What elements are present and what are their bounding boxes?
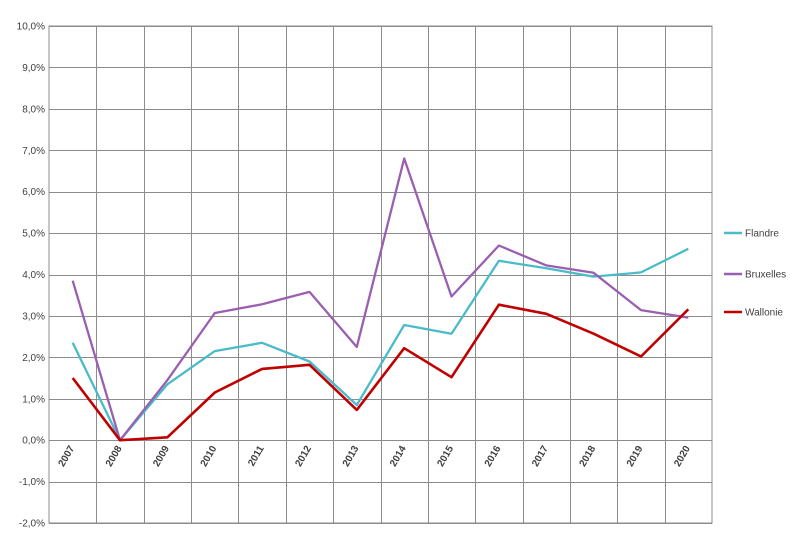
y-tick-label: -2,0% (19, 519, 45, 530)
x-tick-label: 2012 (293, 444, 314, 469)
y-tick-label: 4,0% (22, 270, 45, 281)
series-line-flandre (71, 247, 689, 442)
x-tick-label: 2007 (57, 444, 78, 469)
x-tick-label: 2017 (530, 444, 551, 469)
y-tick-label: 9,0% (22, 63, 45, 74)
x-tick-label: 2008 (104, 444, 125, 469)
y-tick-label: -1,0% (19, 477, 45, 488)
y-tick-label: 0,0% (22, 436, 45, 447)
x-tick-label: 2019 (625, 444, 646, 469)
x-tick-label: 2011 (246, 444, 267, 469)
y-tick-label: 10,0% (17, 22, 45, 33)
grid (48, 25, 713, 524)
y-tick-label: 7,0% (22, 146, 45, 157)
y-tick-label: 6,0% (22, 187, 45, 198)
y-tick-label: 3,0% (22, 311, 45, 322)
legend: Flandre Bruxelles Wallonie (724, 229, 786, 319)
y-tick-label: 2,0% (22, 353, 45, 364)
x-tick-label: 2015 (435, 444, 456, 469)
y-tick-label: 5,0% (22, 229, 45, 240)
y-tick-label: 1,0% (22, 394, 45, 405)
x-tick-label: 2018 (578, 444, 599, 469)
x-tick-label: 2014 (388, 444, 409, 469)
x-axis-tick-labels: 2007 2008 2009 2010 2011 2012 2013 2014 2015 2016… (57, 444, 694, 469)
legend-label-wallonie: Wallonie (745, 308, 783, 319)
series-lines (71, 157, 690, 442)
legend-label-flandre: Flandre (745, 229, 779, 240)
x-tick-label: 2020 (672, 444, 693, 469)
x-tick-label: 2010 (199, 444, 220, 469)
y-axis-tick-labels: 10,0% 9,0% 8,0% 7,0% 6,0% 5,0% 4,0% 3,0% 2,0% 1,0… (17, 22, 45, 530)
x-tick-label: 2016 (483, 444, 504, 469)
legend-label-bruxelles: Bruxelles (745, 270, 786, 281)
x-tick-label: 2009 (151, 444, 172, 469)
series-line-bruxelles (71, 157, 689, 442)
y-tick-label: 8,0% (22, 104, 45, 115)
x-tick-label: 2013 (341, 444, 362, 469)
series-line-wallonie (71, 303, 690, 442)
